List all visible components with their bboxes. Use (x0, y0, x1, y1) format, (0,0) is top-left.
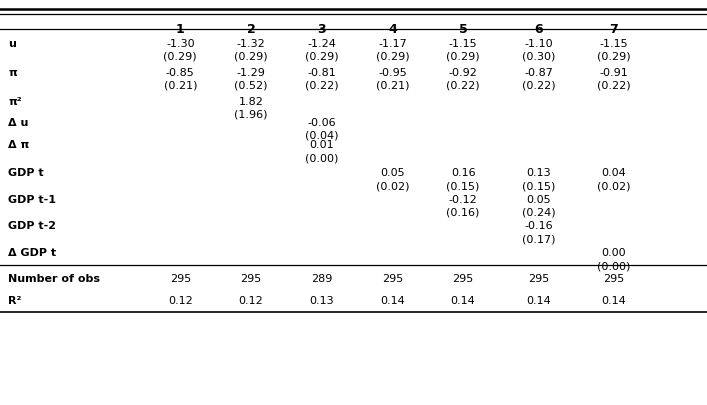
Text: 3: 3 (317, 23, 326, 36)
Text: -1.10: -1.10 (525, 38, 553, 49)
Text: (0.21): (0.21) (375, 81, 409, 91)
Text: (0.52): (0.52) (234, 81, 268, 91)
Text: 295: 295 (603, 273, 624, 283)
Text: GDP t-2: GDP t-2 (8, 221, 57, 231)
Text: 0.14: 0.14 (601, 296, 626, 306)
Text: Number of obs: Number of obs (8, 273, 100, 283)
Text: 0.14: 0.14 (526, 296, 551, 306)
Text: -1.15: -1.15 (600, 38, 628, 49)
Text: 0.05: 0.05 (527, 194, 551, 205)
Text: u: u (8, 38, 16, 49)
Text: (0.02): (0.02) (375, 181, 409, 191)
Text: 295: 295 (452, 273, 474, 283)
Text: 1: 1 (176, 23, 185, 36)
Text: R²: R² (8, 296, 22, 306)
Text: GDP t-1: GDP t-1 (8, 194, 57, 205)
Text: -1.32: -1.32 (237, 38, 265, 49)
Text: 289: 289 (311, 273, 332, 283)
Text: -1.24: -1.24 (308, 38, 336, 49)
Text: -0.92: -0.92 (449, 68, 477, 78)
Text: 0.00: 0.00 (602, 248, 626, 258)
Text: -1.17: -1.17 (378, 38, 407, 49)
Text: (0.29): (0.29) (163, 51, 197, 62)
Text: 0.01: 0.01 (310, 140, 334, 150)
Text: (0.02): (0.02) (597, 181, 631, 191)
Text: 0.13: 0.13 (527, 168, 551, 178)
Text: (0.15): (0.15) (522, 181, 556, 191)
Text: π²: π² (8, 96, 22, 107)
Text: (0.21): (0.21) (163, 81, 197, 91)
Text: 0.12: 0.12 (238, 296, 264, 306)
Text: 7: 7 (609, 23, 618, 36)
Text: -0.16: -0.16 (525, 221, 553, 231)
Text: -0.95: -0.95 (378, 68, 407, 78)
Text: 295: 295 (528, 273, 549, 283)
Text: -1.15: -1.15 (449, 38, 477, 49)
Text: Δ π: Δ π (8, 140, 30, 150)
Text: (0.29): (0.29) (597, 51, 631, 62)
Text: (0.29): (0.29) (234, 51, 268, 62)
Text: 0.05: 0.05 (380, 168, 404, 178)
Text: (0.15): (0.15) (446, 181, 480, 191)
Text: 4: 4 (388, 23, 397, 36)
Text: (0.04): (0.04) (305, 130, 339, 141)
Text: (0.29): (0.29) (305, 51, 339, 62)
Text: (0.29): (0.29) (375, 51, 409, 62)
Text: 0.14: 0.14 (380, 296, 405, 306)
Text: 2: 2 (247, 23, 255, 36)
Text: (0.16): (0.16) (446, 207, 480, 217)
Text: π: π (8, 68, 17, 78)
Text: (0.00): (0.00) (305, 153, 339, 163)
Text: -0.06: -0.06 (308, 117, 336, 128)
Text: (0.22): (0.22) (597, 81, 631, 91)
Text: 0.12: 0.12 (168, 296, 193, 306)
Text: (0.17): (0.17) (522, 234, 556, 244)
Text: (0.30): (0.30) (522, 51, 556, 62)
Text: 0.14: 0.14 (450, 296, 476, 306)
Text: 0.13: 0.13 (310, 296, 334, 306)
Text: -0.81: -0.81 (308, 68, 336, 78)
Text: -0.91: -0.91 (600, 68, 628, 78)
Text: -0.12: -0.12 (449, 194, 477, 205)
Text: (0.29): (0.29) (446, 51, 480, 62)
Text: 295: 295 (382, 273, 403, 283)
Text: -0.87: -0.87 (525, 68, 553, 78)
Text: (0.22): (0.22) (305, 81, 339, 91)
Text: 5: 5 (459, 23, 467, 36)
Text: 295: 295 (240, 273, 262, 283)
Text: 1.82: 1.82 (238, 96, 264, 107)
Text: (1.96): (1.96) (234, 109, 268, 119)
Text: 295: 295 (170, 273, 191, 283)
Text: 0.04: 0.04 (601, 168, 626, 178)
Text: -0.85: -0.85 (166, 68, 194, 78)
Text: -1.29: -1.29 (237, 68, 265, 78)
Text: (0.00): (0.00) (597, 261, 631, 271)
Text: 0.16: 0.16 (451, 168, 475, 178)
Text: (0.24): (0.24) (522, 207, 556, 217)
Text: GDP t: GDP t (8, 168, 44, 178)
Text: Δ u: Δ u (8, 117, 29, 128)
Text: 6: 6 (534, 23, 543, 36)
Text: Δ GDP t: Δ GDP t (8, 248, 57, 258)
Text: (0.22): (0.22) (446, 81, 480, 91)
Text: -1.30: -1.30 (166, 38, 194, 49)
Text: (0.22): (0.22) (522, 81, 556, 91)
